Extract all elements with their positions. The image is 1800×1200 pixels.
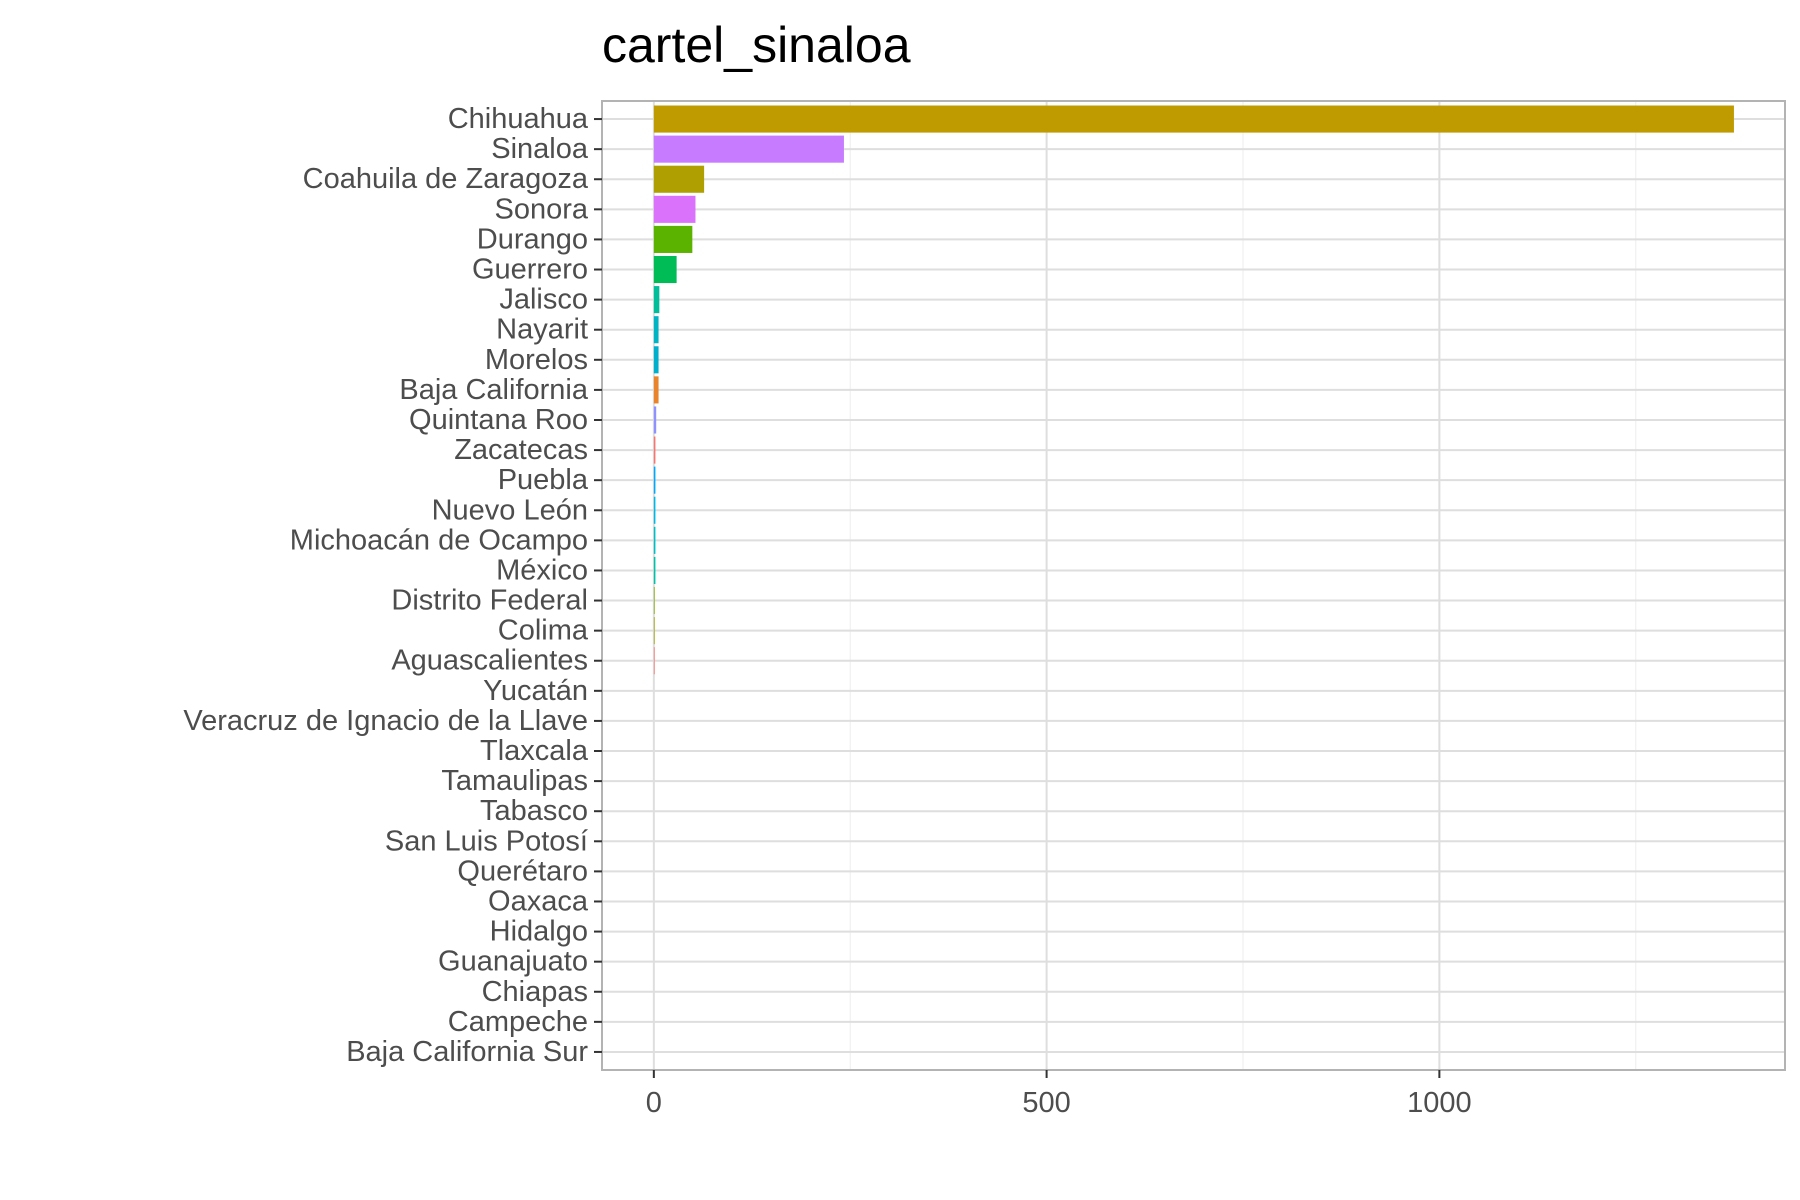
bar	[653, 225, 693, 253]
bar	[653, 195, 696, 223]
y-tick-label: Yucatán	[483, 675, 588, 707]
y-tick-label: Guanajuato	[438, 946, 588, 978]
y-tick-label: México	[496, 554, 588, 586]
y-tick-label: Sonora	[494, 193, 588, 225]
bar	[653, 617, 655, 645]
y-tick-label: Zacatecas	[454, 434, 588, 466]
y-tick-label: Baja California Sur	[346, 1036, 588, 1068]
bar	[653, 105, 1734, 133]
y-tick-label: Veracruz de Ignacio de la Llave	[183, 705, 588, 737]
y-tick-label: Baja California	[399, 374, 588, 406]
y-tick-label: Tamaulipas	[441, 765, 588, 797]
y-tick-label: Chihuahua	[448, 103, 589, 135]
y-tick-label: Puebla	[498, 464, 589, 496]
y-tick-label: Guerrero	[472, 254, 588, 286]
grid-major	[602, 101, 1785, 1070]
bar	[653, 526, 656, 554]
x-tick-label: 1000	[1407, 1087, 1472, 1119]
plot-panel	[602, 101, 1785, 1070]
bar	[653, 496, 656, 524]
y-tick-label: Tabasco	[480, 795, 588, 827]
bar	[653, 556, 656, 584]
bar	[653, 135, 844, 163]
bar	[653, 376, 659, 404]
x-tick-label: 0	[646, 1087, 662, 1119]
bar	[653, 587, 655, 615]
y-tick-label: Tlaxcala	[480, 735, 589, 767]
x-tick-label: 500	[1022, 1087, 1070, 1119]
bars	[653, 105, 1734, 675]
y-tick-label: Hidalgo	[490, 916, 588, 948]
y-tick-label: Querétaro	[457, 855, 588, 887]
y-tick-label: Nuevo León	[432, 494, 588, 526]
bar	[653, 436, 656, 464]
bar	[653, 346, 659, 374]
y-tick-label: Campeche	[448, 1006, 588, 1038]
y-tick-label: Jalisco	[499, 284, 588, 316]
y-tick-label: Durango	[477, 223, 588, 255]
y-tick-label: Oaxaca	[488, 885, 589, 917]
y-tick-label: Michoacán de Ocampo	[290, 524, 588, 556]
y-tick-label: Nayarit	[496, 314, 588, 346]
x-axis: 0 500 1000	[646, 1070, 1472, 1119]
y-tick-label: Colima	[498, 615, 589, 647]
bar	[653, 165, 705, 193]
bar	[653, 286, 660, 314]
plot-panel-border	[601, 100, 1786, 1071]
y-tick-label: San Luis Potosí	[385, 825, 588, 857]
y-tick-label: Aguascalientes	[391, 645, 588, 677]
bar	[653, 406, 657, 434]
bar	[653, 466, 656, 494]
bar	[653, 647, 655, 675]
y-tick-label: Coahuila de Zaragoza	[303, 163, 589, 195]
y-tick-label: Sinaloa	[491, 133, 589, 165]
bar	[653, 255, 677, 284]
y-tick-label: Morelos	[485, 344, 588, 376]
y-tick-label: Distrito Federal	[391, 585, 588, 617]
bar	[653, 316, 659, 344]
chart-title: cartel_sinaloa	[602, 17, 911, 73]
y-tick-label: Quintana Roo	[409, 404, 588, 436]
grid-minor	[849, 101, 1637, 1070]
y-tick-label: Chiapas	[482, 976, 588, 1008]
